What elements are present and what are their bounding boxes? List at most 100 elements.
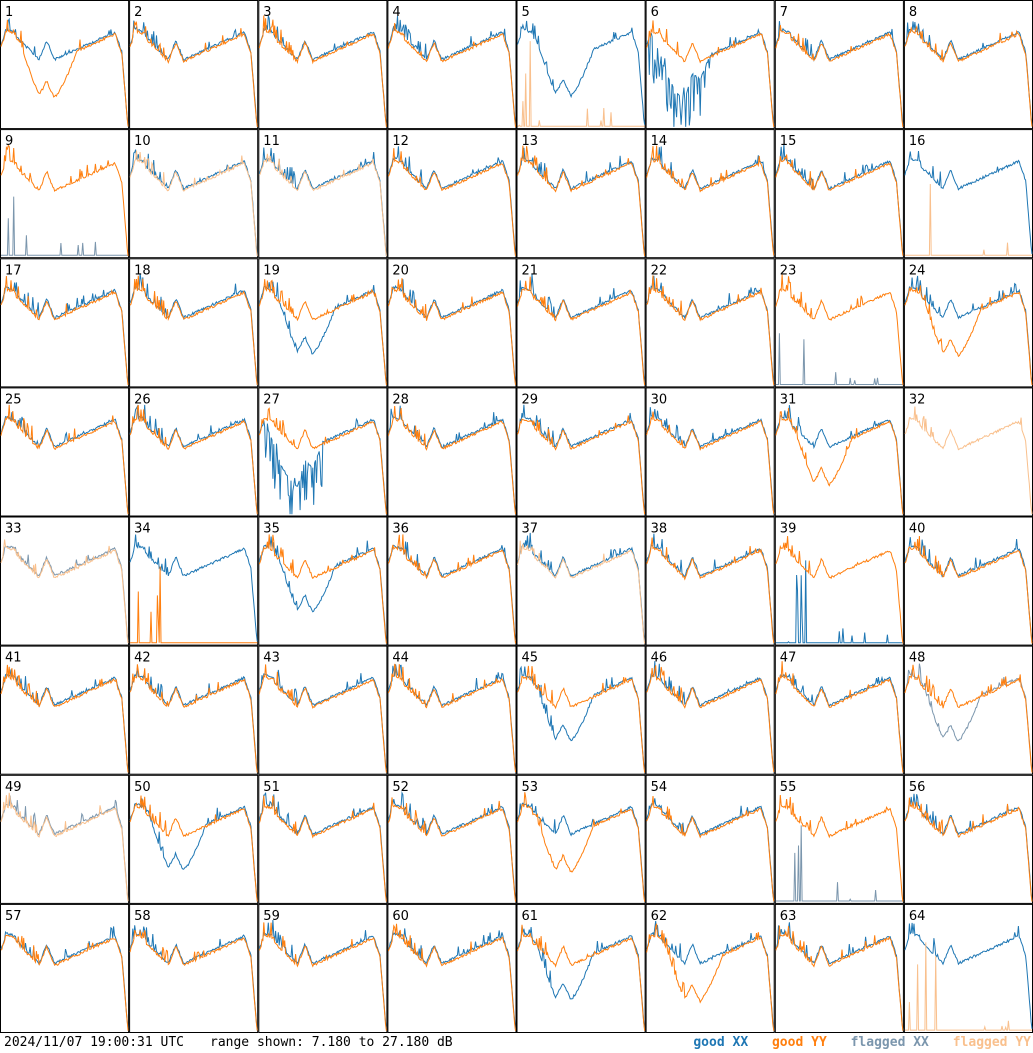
panel-36: 36: [387, 516, 517, 646]
panel-13: 13: [516, 129, 646, 259]
timestamp: 2024/11/07 19:00:31 UTC: [4, 1035, 185, 1050]
panel-frame: [645, 774, 775, 904]
series-xx-42: [129, 667, 258, 773]
panel-number: 9: [5, 134, 13, 149]
panel-number: 3: [263, 5, 271, 20]
legend-flagged-yy: flagged YY: [952, 1035, 1031, 1050]
panel-57: 57: [0, 903, 130, 1033]
panel-number: 4: [392, 5, 400, 20]
panel-frame: [129, 387, 259, 517]
panel-24: 24: [903, 258, 1033, 388]
panel-number: 38: [651, 522, 668, 537]
series-yy-54: [646, 795, 775, 902]
panel-30: 30: [645, 387, 775, 517]
panel-number: 45: [522, 651, 539, 666]
panel-number: 55: [780, 780, 797, 795]
panel-number: 32: [909, 392, 926, 407]
series-yy-52: [387, 797, 516, 902]
panel-frame: [774, 903, 904, 1033]
panel-frame: [774, 645, 904, 775]
series-xx-51: [258, 792, 387, 901]
panel-number: 12: [392, 134, 409, 149]
series-yy-21: [517, 276, 646, 386]
panel-frame: [258, 258, 388, 388]
series-xx-48: [904, 663, 1033, 771]
series-yy-16: [904, 183, 1032, 256]
panel-64: 64: [903, 903, 1033, 1033]
panel-frame: [0, 903, 130, 1033]
panel-number: 15: [780, 134, 797, 149]
panel-14: 14: [645, 129, 775, 259]
panel-number: 61: [522, 909, 539, 924]
series-yy-4: [387, 23, 516, 127]
panel-number: 46: [651, 651, 668, 666]
series-yy-40: [904, 535, 1033, 644]
panel-frame: [387, 387, 517, 517]
panel-frame: [258, 903, 388, 1033]
panel-18: 18: [129, 258, 259, 388]
panel-frame: [516, 0, 646, 130]
panel-17: 17: [0, 258, 130, 388]
panel-number: 8: [909, 5, 917, 20]
series-yy-17: [0, 275, 129, 386]
panel-frame: [903, 129, 1033, 259]
panel-frame: [0, 0, 130, 130]
panel-number: 48: [909, 651, 926, 666]
panel-number: 28: [392, 392, 409, 407]
panel-frame: [903, 0, 1033, 130]
panel-frame: [0, 774, 130, 904]
panel-number: 44: [392, 651, 409, 666]
series-xx-18: [129, 273, 258, 385]
panel-number: 59: [263, 909, 280, 924]
panel-33: 33: [0, 516, 130, 646]
panel-number: 17: [5, 263, 22, 278]
panel-number: 13: [522, 134, 539, 149]
series-xx-24: [904, 275, 1033, 383]
series-xx-43: [258, 669, 387, 771]
panel-frame: [0, 645, 130, 775]
panel-number: 56: [909, 780, 926, 795]
series-yy-10: [129, 150, 258, 257]
series-yy-50: [129, 795, 258, 902]
panel-7: 7: [774, 0, 904, 130]
series-yy-63: [775, 925, 904, 1031]
panel-52: 52: [387, 774, 517, 904]
panel-frame: [387, 129, 517, 259]
panel-frame: [645, 387, 775, 517]
series-yy-7: [775, 25, 904, 127]
series-yy-12: [387, 148, 516, 256]
panel-49: 49: [0, 774, 130, 904]
series-yy-47: [775, 661, 904, 773]
series-yy-35: [258, 534, 387, 644]
panel-frame: [387, 0, 517, 130]
series-yy-18: [129, 275, 258, 386]
panel-number: 41: [5, 651, 22, 666]
panel-26: 26: [129, 387, 259, 517]
series-xx-9: [1, 196, 129, 256]
series-xx-5: [517, 20, 646, 125]
series-yy-5: [517, 41, 645, 127]
panel-51: 51: [258, 774, 388, 904]
panel-number: 63: [780, 909, 797, 924]
series-yy-22: [646, 275, 775, 386]
panel-frame: [387, 903, 517, 1033]
series-xx-59: [258, 919, 387, 1029]
panel-41: 41: [0, 645, 130, 775]
series-yy-8: [904, 25, 1033, 127]
panel-frame: [903, 387, 1033, 517]
legend: good XX good YY flagged XX flagged YY: [677, 1033, 1031, 1053]
panel-35: 35: [258, 516, 388, 646]
panel-frame: [129, 645, 259, 775]
series-xx-27: [258, 417, 387, 515]
series-xx-19: [258, 281, 387, 384]
panel-frame: [258, 129, 388, 259]
panel-frame: [129, 129, 259, 259]
panel-number: 30: [651, 392, 668, 407]
panel-53: 53: [516, 774, 646, 904]
panel-number: 1: [5, 5, 13, 20]
series-xx-28: [387, 405, 516, 514]
series-yy-11: [258, 153, 387, 257]
series-yy-38: [646, 537, 775, 643]
panel-number: 27: [263, 392, 280, 407]
